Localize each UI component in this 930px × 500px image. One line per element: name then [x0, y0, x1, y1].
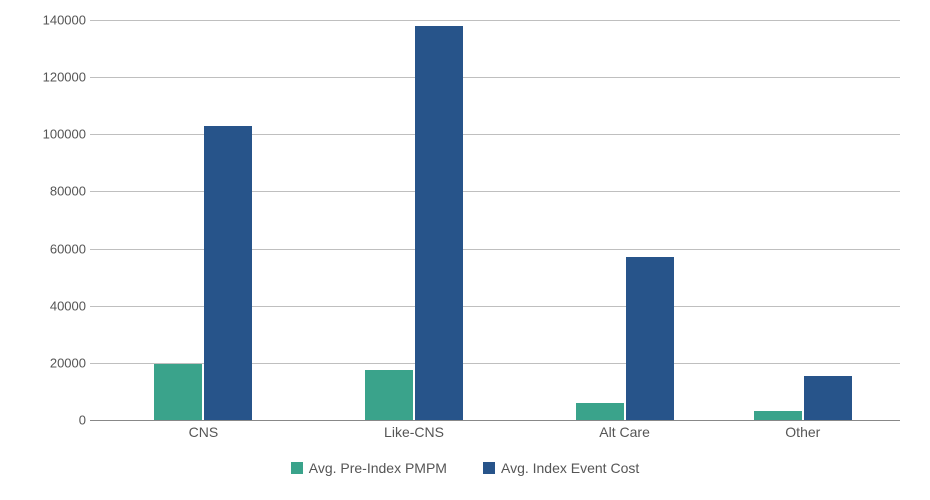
bar: [754, 411, 802, 420]
ytick-label: 40000: [26, 298, 86, 313]
bar: [804, 376, 852, 420]
ytick-label: 140000: [26, 13, 86, 28]
legend-label: Avg. Index Event Cost: [501, 460, 639, 476]
bar: [204, 126, 252, 420]
ytick-label: 120000: [26, 70, 86, 85]
xtick-label: Other: [785, 424, 820, 440]
legend: Avg. Pre-Index PMPM Avg. Index Event Cost: [0, 460, 930, 476]
gridline: [90, 20, 900, 21]
bar: [365, 370, 413, 420]
ytick-label: 20000: [26, 355, 86, 370]
ytick-label: 0: [26, 413, 86, 428]
xtick-label: Like-CNS: [384, 424, 444, 440]
plot-area: [90, 20, 900, 421]
legend-label: Avg. Pre-Index PMPM: [309, 460, 447, 476]
ytick-label: 100000: [26, 127, 86, 142]
bar: [626, 257, 674, 420]
gridline: [90, 77, 900, 78]
legend-swatch: [483, 462, 495, 474]
legend-item: Avg. Index Event Cost: [483, 460, 639, 476]
ytick-label: 80000: [26, 184, 86, 199]
bar: [154, 364, 202, 420]
xtick-label: CNS: [189, 424, 219, 440]
cost-chart: 020000400006000080000100000120000140000 …: [20, 10, 910, 450]
legend-swatch: [291, 462, 303, 474]
xtick-label: Alt Care: [599, 424, 650, 440]
legend-item: Avg. Pre-Index PMPM: [291, 460, 447, 476]
bar: [415, 26, 463, 420]
ytick-label: 60000: [26, 241, 86, 256]
bar: [576, 403, 624, 420]
